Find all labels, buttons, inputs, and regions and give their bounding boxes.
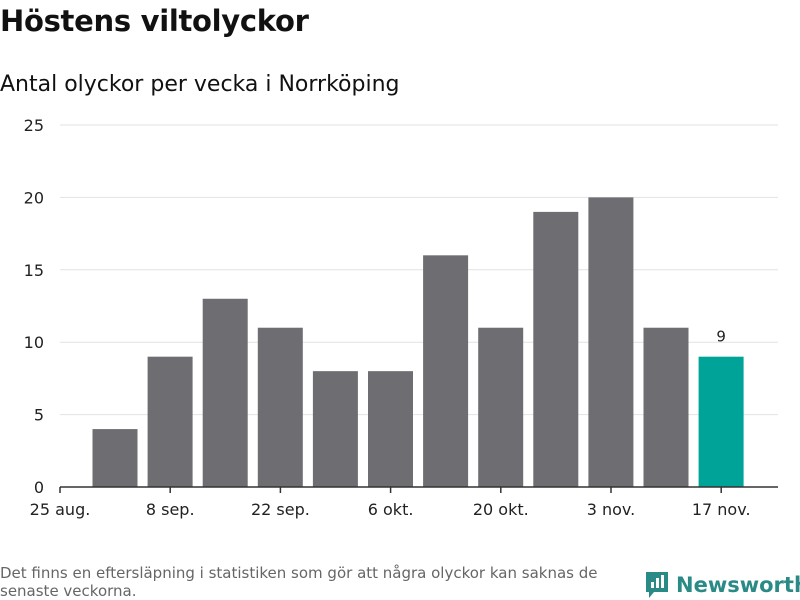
bar-highlighted — [698, 356, 744, 487]
x-tick-label: 22 sep. — [251, 500, 310, 519]
newsworthy-icon — [646, 572, 668, 598]
bar — [533, 211, 579, 487]
bar — [588, 197, 634, 487]
footnote: Det finns en eftersläpning i statistiken… — [0, 564, 598, 600]
bar — [312, 371, 358, 487]
chart-title: Höstens viltolyckor — [0, 4, 309, 38]
y-tick-label: 10 — [24, 333, 44, 352]
x-tick-label: 20 okt. — [473, 500, 529, 519]
bar — [202, 298, 248, 487]
x-tick-label: 6 okt. — [368, 500, 414, 519]
y-tick-label: 15 — [24, 261, 44, 280]
y-tick-label: 20 — [24, 188, 44, 207]
x-tick-label: 25 aug. — [30, 500, 91, 519]
chart-subtitle: Antal olyckor per vecka i Norrköping — [0, 72, 400, 97]
y-tick-label: 0 — [34, 478, 44, 497]
x-tick-label: 3 nov. — [587, 500, 636, 519]
bar — [92, 429, 138, 487]
y-tick-label: 25 — [24, 116, 44, 135]
bar — [147, 356, 193, 487]
bar-chart: 0 5 10 15 20 25 25 aug. 8 sep. 22 sep. 6 okt. 20 … — [24, 116, 778, 519]
bar — [423, 255, 469, 487]
bar — [643, 327, 689, 487]
y-tick-label: 5 — [34, 406, 44, 425]
x-tick-label: 8 sep. — [146, 500, 195, 519]
brand-logo: Newsworthy — [644, 570, 800, 600]
bar — [478, 327, 524, 487]
data-label: 9 — [716, 328, 726, 346]
bar — [368, 371, 413, 487]
brand-name: Newsworthy — [676, 573, 800, 597]
x-tick-label: 17 nov. — [692, 500, 751, 519]
bar — [257, 327, 303, 487]
